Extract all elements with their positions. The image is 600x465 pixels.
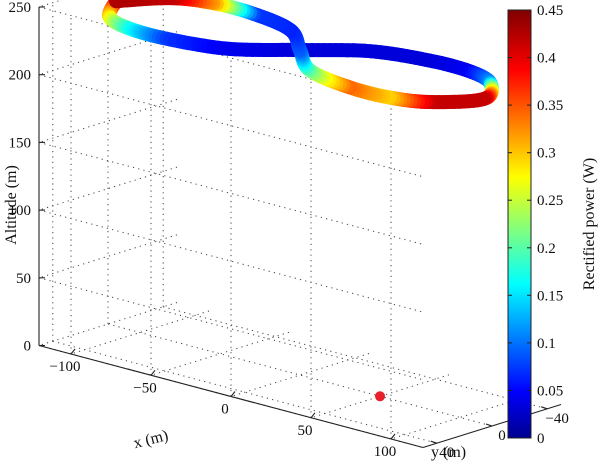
x-tick-label: −50 xyxy=(133,380,156,396)
x-tick xyxy=(230,391,236,397)
wall-grid-z2 xyxy=(38,234,178,279)
colorbar: 0 0.05 0.1 0.15 0.2 0.25 0.3 0.35 0.4 0.45 xyxy=(507,3,563,447)
z-tick-label: 200 xyxy=(9,68,32,84)
colorbar-tick-label: 0 xyxy=(537,431,545,447)
z-tick-label: 100 xyxy=(9,203,32,219)
colorbar-tick-label: 0.15 xyxy=(537,288,563,304)
z-tick-label: 150 xyxy=(9,135,32,151)
z-tick-label: 0 xyxy=(24,339,32,355)
colorbar-ticks: 0 0.05 0.1 0.15 0.2 0.25 0.3 0.35 0.4 0.45 xyxy=(508,3,563,447)
floor-grid-x xyxy=(230,353,370,397)
colorbar-label: Rectified power (W) xyxy=(581,158,598,290)
y-tick xyxy=(485,423,493,427)
x-tick-label: 0 xyxy=(221,402,229,418)
colorbar-tick-label: 0.2 xyxy=(537,241,556,257)
wall-grid-z2 xyxy=(38,98,178,143)
y-tick-label: 40 xyxy=(439,445,454,461)
x-tick-label: −100 xyxy=(50,359,81,375)
y-tick-label: −40 xyxy=(545,411,568,427)
colorbar-tick-label: 0.1 xyxy=(537,336,556,352)
colorbar-gradient xyxy=(507,9,532,439)
y-tick-label: 0 xyxy=(498,428,506,444)
y-axis-label: y (m) xyxy=(431,444,466,461)
colorbar-tick-label: 0.3 xyxy=(537,146,556,162)
z-tick-label: 250 xyxy=(9,0,32,16)
y-tick xyxy=(430,440,437,444)
floor-grid-y xyxy=(107,323,493,427)
z-axis-label: Altitude (m) xyxy=(3,165,20,245)
colorbar-tick-label: 0.45 xyxy=(537,3,563,19)
colorbar-tick-label: 0.05 xyxy=(537,383,563,399)
x-tick xyxy=(70,348,76,355)
x-tick-label: 50 xyxy=(298,423,313,439)
ground-node-marker xyxy=(375,391,385,402)
axes xyxy=(38,6,562,449)
colorbar-tick-label: 0.4 xyxy=(537,51,556,67)
x-axis-label: x (m) xyxy=(132,427,170,452)
x-tick xyxy=(150,369,156,376)
floor-grid-x xyxy=(150,331,290,376)
y-tick xyxy=(541,406,548,410)
x-tick xyxy=(390,433,396,440)
trajectory xyxy=(102,0,500,402)
x-tick-label: 100 xyxy=(374,444,397,460)
colorbar-tick-label: 0.25 xyxy=(537,193,563,209)
z-tick-label: 50 xyxy=(16,271,31,287)
x-tick xyxy=(310,412,316,419)
colorbar-tick-label: 0.35 xyxy=(537,98,563,114)
